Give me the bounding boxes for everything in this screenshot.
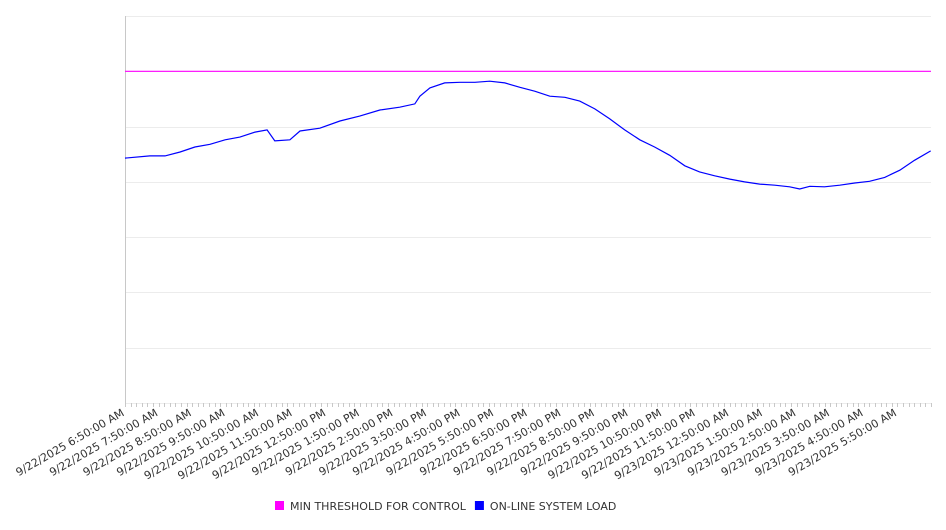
legend-label: ON-LINE SYSTEM LOAD bbox=[490, 500, 616, 513]
legend-label: MIN THRESHOLD FOR CONTROL bbox=[290, 500, 467, 513]
legend: MIN THRESHOLD FOR CONTROL ON-LINE SYSTEM … bbox=[275, 500, 616, 513]
gridlines bbox=[125, 16, 931, 404]
x-axis-ticks bbox=[125, 403, 932, 407]
legend-swatch bbox=[474, 501, 484, 510]
x-axis-labels: 9/22/2025 6:50:00 AM9/22/2025 7:50:00 AM… bbox=[14, 406, 899, 482]
series-line-on-line-system-load bbox=[124, 80, 932, 190]
series-lines bbox=[124, 70, 932, 190]
legend-swatch bbox=[275, 501, 284, 510]
